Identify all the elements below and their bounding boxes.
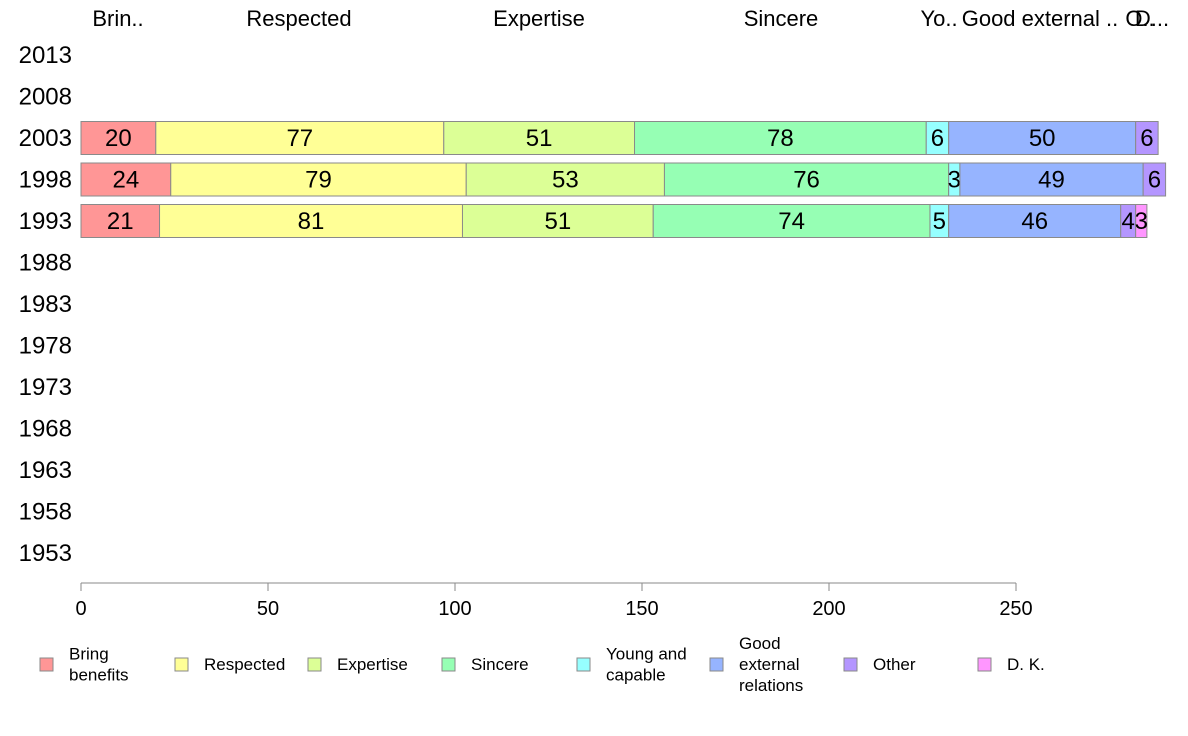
- legend-swatch: [307, 657, 322, 672]
- bar-value-label: 74: [778, 208, 805, 235]
- bar-value-label: 77: [286, 125, 313, 152]
- year-label: 2013: [19, 42, 72, 69]
- legend-label: Expertise: [337, 655, 408, 674]
- bar-value-label: 78: [767, 125, 794, 152]
- bar-segment: [465, 162, 665, 197]
- bar-segment: [948, 204, 1122, 238]
- bar-segment: [461, 204, 654, 238]
- bar-segment: [959, 162, 1144, 197]
- bar-value-label: 81: [298, 208, 325, 235]
- bar-segment: [170, 162, 467, 197]
- legend-swatch: [709, 657, 724, 672]
- bar-value-label: 24: [113, 167, 140, 194]
- bar-segment: [652, 204, 931, 238]
- year-label: 1973: [19, 374, 72, 401]
- bar-segment: [80, 204, 161, 238]
- year-label: 2003: [19, 125, 72, 152]
- column-header: O..: [1125, 6, 1154, 31]
- year-label: 1958: [19, 499, 72, 526]
- year-label: 1993: [19, 208, 72, 235]
- column-header: Respected: [246, 6, 351, 31]
- bar-value-label: 5: [933, 208, 946, 235]
- legend-label: Young and: [606, 645, 687, 664]
- legend-label: Bring: [69, 645, 109, 664]
- column-headers: Brin.. Respected Expertise Sincere Yo.. Good …: [92, 6, 1169, 31]
- legend-label: external: [739, 655, 799, 674]
- bar-value-label: 21: [107, 208, 134, 235]
- legend-label: Respected: [204, 655, 285, 674]
- x-tick-label: 250: [999, 598, 1032, 620]
- bar-segment: [80, 121, 157, 155]
- year-axis: 2013 2008 2003 1998 1993 1988 1983 1978 1973 1968…: [19, 42, 72, 567]
- legend-label: Other: [873, 655, 916, 674]
- legend-label: D. K.: [1007, 655, 1045, 674]
- bar-value-label: 51: [526, 125, 553, 152]
- legend-label: capable: [606, 666, 666, 685]
- bar-segment: [443, 121, 636, 155]
- bar-value-label: 4: [1122, 208, 1135, 235]
- bar-value-label: 6: [931, 125, 944, 152]
- x-tick-label: 0: [75, 598, 86, 620]
- year-label: 1968: [19, 416, 72, 443]
- column-header: Expertise: [493, 6, 585, 31]
- bar-value-label: 6: [1148, 167, 1161, 194]
- bar-segment: [1135, 121, 1159, 155]
- column-header: Yo..: [920, 6, 957, 31]
- x-tick-label: 200: [812, 598, 845, 620]
- bar-segment: [948, 121, 1137, 155]
- year-label: 1998: [19, 167, 72, 194]
- legend: Bring benefits Respected Expertise Sincere Yo…: [39, 634, 1045, 695]
- x-tick-label: 100: [438, 598, 471, 620]
- x-tick-label: 150: [625, 598, 658, 620]
- bar-segment: [663, 162, 950, 197]
- bar-value-label: 53: [552, 167, 579, 194]
- bar-segment: [1135, 204, 1148, 238]
- bar-value-label: 20: [105, 125, 132, 152]
- column-header: Brin..: [92, 6, 143, 31]
- bar-value-label: 46: [1021, 208, 1048, 235]
- legend-swatch: [441, 657, 456, 672]
- bar-value-label: 51: [544, 208, 571, 235]
- bar-value-label: 3: [948, 167, 961, 194]
- legend-swatch: [977, 657, 992, 672]
- legend-label: Good: [739, 634, 781, 653]
- year-label: 1988: [19, 250, 72, 277]
- year-label: 1953: [19, 540, 72, 567]
- x-tick-label: 50: [257, 598, 279, 620]
- legend-label: Sincere: [471, 655, 529, 674]
- column-header: D...: [1135, 6, 1169, 31]
- bar-value-label: 6: [1140, 125, 1153, 152]
- bars: 20 77 51 78 6 50 624 79 53 76 3 49 621 81 51 74 5 46 4 3: [80, 121, 1167, 238]
- legend-label: relations: [739, 676, 803, 695]
- bar-segment: [1142, 162, 1167, 197]
- year-label: 1978: [19, 333, 72, 360]
- column-header: Good external ..: [962, 6, 1119, 31]
- bar-value-label: 76: [793, 167, 820, 194]
- x-axis: 0 50 100 150 200 250: [75, 582, 1033, 620]
- legend-swatch: [843, 657, 858, 672]
- legend-swatch: [39, 657, 54, 672]
- bar-segment: [80, 162, 172, 197]
- legend-swatch: [174, 657, 189, 672]
- bar-value-label: 79: [305, 167, 332, 194]
- year-label: 2008: [19, 84, 72, 111]
- column-header: Sincere: [744, 6, 819, 31]
- legend-swatch: [576, 657, 591, 672]
- bar-segment: [155, 121, 445, 155]
- year-label: 1983: [19, 291, 72, 318]
- legend-label: benefits: [69, 666, 129, 685]
- bar-value-label: 3: [1135, 208, 1148, 235]
- bar-value-label: 50: [1029, 125, 1056, 152]
- bar-segment: [634, 121, 927, 155]
- year-label: 1963: [19, 457, 72, 484]
- bar-value-label: 49: [1038, 167, 1065, 194]
